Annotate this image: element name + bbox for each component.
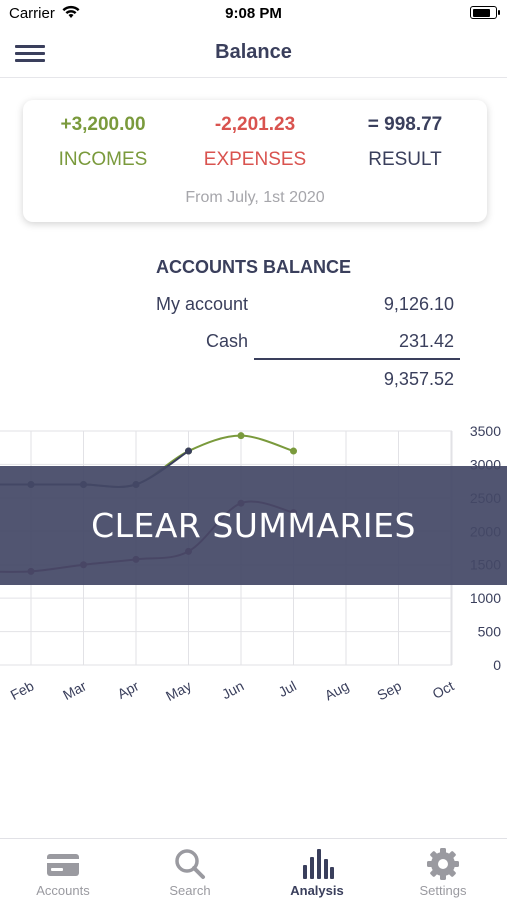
page-title: Balance <box>215 41 292 63</box>
result-value: = 998.77 <box>367 114 443 135</box>
search-icon <box>175 849 205 879</box>
card-icon <box>47 854 79 876</box>
tab-analysis-label: Analysis <box>290 883 344 898</box>
account-name: Cash <box>205 331 248 351</box>
account-value: 231.42 <box>398 331 454 351</box>
y-tick-label: 1000 <box>470 590 501 606</box>
total-divider <box>254 358 460 360</box>
incomes-label: INCOMES <box>58 149 148 170</box>
x-tick-label: May <box>163 678 194 705</box>
tab-analysis[interactable]: Analysis <box>254 839 380 900</box>
data-point <box>290 447 297 455</box>
result-label: RESULT <box>368 149 442 170</box>
x-tick-label: Jun <box>219 678 246 703</box>
period-label: From July, 1st 2020 <box>185 189 325 206</box>
result-column: = 998.77 RESULT <box>330 114 480 171</box>
incomes-column: +3,200.00 INCOMES <box>28 114 178 171</box>
accounts-balance-title: ACCOUNTS BALANCE <box>156 257 351 277</box>
account-name: My account <box>155 294 248 314</box>
feature-banner: CLEAR SUMMARIES <box>0 466 507 585</box>
status-bar: Carrier 9:08 PM <box>0 0 507 28</box>
y-tick-label: 500 <box>478 624 502 640</box>
summary-card: +3,200.00 INCOMES -2,201.23 EXPENSES = 9… <box>23 100 487 222</box>
account-value: 9,126.10 <box>383 294 454 314</box>
nav-bar: Balance <box>0 28 507 78</box>
tab-accounts-label: Accounts <box>36 883 90 898</box>
tab-bar: Accounts Search Analysis <box>0 838 507 900</box>
x-tick-label: Apr <box>115 677 142 702</box>
x-tick-label: Aug <box>322 678 352 704</box>
bar-chart-icon <box>303 849 334 879</box>
tab-accounts[interactable]: Accounts <box>0 839 126 900</box>
gear-icon <box>427 848 459 880</box>
accounts-total: 9,357.52 <box>383 369 454 389</box>
expenses-value: -2,201.23 <box>214 114 296 135</box>
expenses-column: -2,201.23 EXPENSES <box>180 114 330 171</box>
x-tick-label: Sep <box>374 677 404 703</box>
data-point <box>237 432 245 440</box>
x-tick-label: Mar <box>60 677 89 703</box>
tab-search-label: Search <box>169 883 211 898</box>
wifi-icon <box>62 5 80 18</box>
carrier-label: Carrier <box>9 5 55 22</box>
tab-settings-label: Settings <box>419 883 467 898</box>
expenses-label: EXPENSES <box>203 149 307 170</box>
battery-icon <box>470 6 500 19</box>
x-tick-label: Oct <box>430 677 457 701</box>
clock: 9:08 PM <box>225 5 282 22</box>
data-point <box>185 447 192 455</box>
x-tick-label: Jul <box>276 678 299 701</box>
hamburger-menu-icon[interactable] <box>15 42 45 64</box>
x-tick-label: Feb <box>8 677 37 703</box>
tab-settings[interactable]: Settings <box>380 839 506 900</box>
y-tick-label: 3500 <box>470 423 501 439</box>
incomes-value: +3,200.00 <box>60 114 146 135</box>
y-tick-label: 0 <box>493 657 501 673</box>
tab-search[interactable]: Search <box>127 839 253 900</box>
